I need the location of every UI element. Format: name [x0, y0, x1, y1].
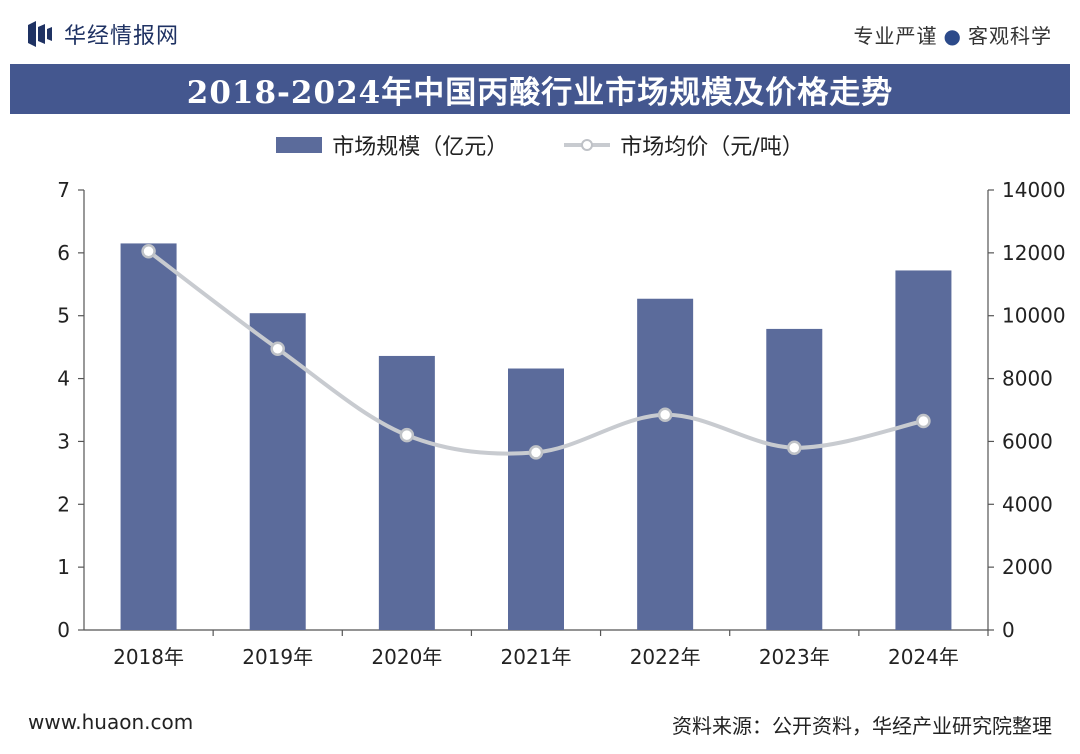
price-point — [787, 440, 802, 455]
slogan-left: 专业严谨 — [853, 24, 938, 48]
chart-title-bar: 2018-2024年中国丙酸行业市场规模及价格走势 — [10, 64, 1070, 114]
chart-title: 2018-2024年中国丙酸行业市场规模及价格走势 — [186, 74, 894, 111]
y-left-tick-label: 2 — [57, 492, 70, 516]
legend-line-label: 市场均价（元/吨） — [620, 135, 804, 160]
x-tick-label: 2024年 — [888, 645, 959, 669]
y-right-tick-label: 4000 — [1002, 492, 1053, 516]
y-right-tick-label: 10000 — [1002, 304, 1066, 328]
brand-logo-icon — [28, 21, 52, 47]
legend: 市场规模（亿元） 市场均价（元/吨） — [0, 128, 1080, 162]
legend-line-swatch — [564, 139, 611, 151]
y-right-tick-label: 0 — [1002, 618, 1015, 642]
slogan: 专业严谨 ● 客观科学 — [854, 20, 1052, 49]
x-tick-label: 2018年 — [113, 645, 184, 669]
bar — [378, 355, 435, 630]
brand-name: 华经情报网 — [64, 24, 180, 49]
x-tick-label: 2019年 — [242, 645, 313, 669]
x-tick-label: 2020年 — [371, 645, 442, 669]
y-left-tick-label: 6 — [57, 241, 70, 265]
slogan-right: 客观科学 — [968, 24, 1052, 48]
y-left-tick-label: 7 — [57, 178, 70, 202]
x-tick-label: 2023年 — [759, 645, 830, 669]
top-bar: 华经情报网 专业严谨 ● 客观科学 — [0, 0, 1080, 60]
price-point — [528, 445, 544, 460]
y-left-tick-label: 1 — [57, 555, 70, 579]
bar — [766, 328, 823, 630]
chart-area: 0 1 2 3 4 5 6 7 0 2000 4000 6000 8000 10000 12000 14000… — [57, 178, 1066, 669]
bar — [895, 270, 952, 630]
footer: www.huaon.com 资料来源：公开资料，华经产业研究院整理 — [0, 704, 1080, 744]
bar — [249, 313, 306, 630]
y-right-tick-label: 6000 — [1002, 429, 1053, 453]
site-url[interactable]: www.huaon.com — [28, 710, 194, 734]
legend-item-line: 市场均价（元/吨） — [564, 129, 804, 161]
source-note: 资料来源：公开资料，华经产业研究院整理 — [672, 714, 1052, 738]
y-right-tick-label: 2000 — [1002, 555, 1053, 579]
brand-logo[interactable]: 华经情报网 — [28, 18, 179, 50]
x-tick-label: 2021年 — [501, 645, 572, 669]
bar — [637, 298, 694, 630]
legend-bar-label: 市场规模（亿元） — [332, 135, 509, 160]
price-point — [270, 341, 285, 356]
bar — [508, 368, 564, 630]
bar — [120, 243, 177, 630]
x-tick-label: 2022年 — [630, 645, 701, 669]
legend-bar-swatch — [276, 137, 323, 153]
y-left-tick-label: 0 — [57, 618, 70, 642]
legend-item-bar: 市场规模（亿元） — [276, 129, 508, 161]
price-point — [916, 413, 931, 429]
bullet-icon: ● — [943, 24, 962, 48]
y-left-tick-label: 4 — [57, 367, 70, 391]
y-right-tick-label: 14000 — [1002, 178, 1066, 202]
y-left-tick-label: 3 — [57, 429, 70, 453]
y-right-tick-label: 8000 — [1002, 367, 1053, 391]
price-point — [657, 407, 673, 422]
y-right-tick-label: 12000 — [1002, 241, 1066, 265]
price-point — [141, 244, 156, 259]
y-left-tick-label: 5 — [57, 304, 70, 328]
price-point — [399, 427, 415, 443]
